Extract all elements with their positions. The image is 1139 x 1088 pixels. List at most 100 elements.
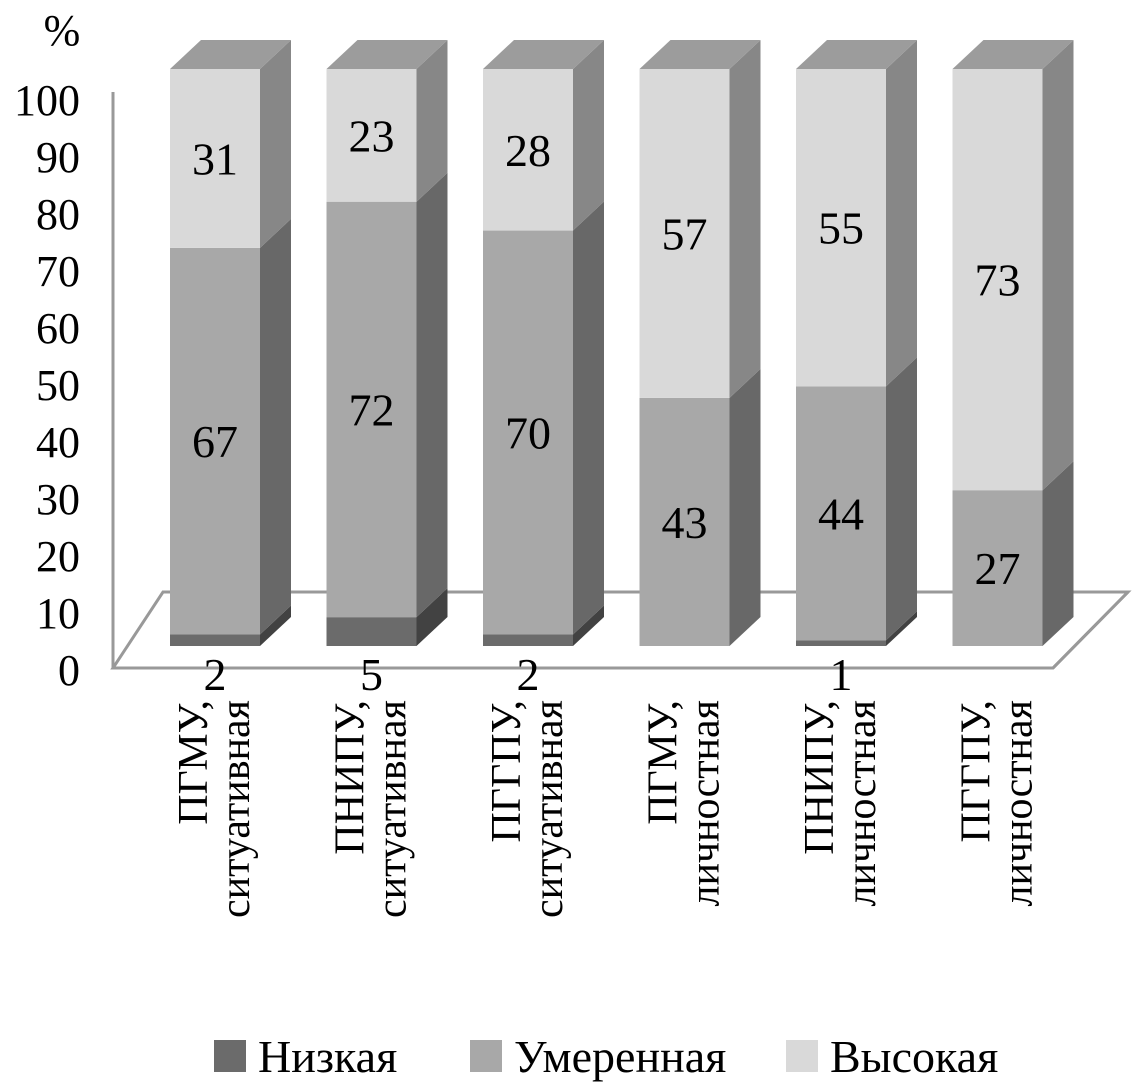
bar-segment-side [729,40,761,398]
bar-segment-side [416,172,448,618]
bar-stack [952,40,1074,646]
y-tick-label: 20 [36,532,80,581]
legend-label: Умеренная [514,1031,726,1082]
bar-segment-side [886,40,917,387]
legend-swatch [470,1040,502,1072]
x-tick-label-line1: ПГГПУ, [484,700,530,843]
data-label: 73 [975,255,1021,306]
bar-segment-side [1042,40,1074,491]
y-tick-label: 60 [36,304,80,353]
legend-item: Низкая [214,1031,397,1082]
bar-segment-top [483,40,604,69]
bar-stack [639,40,761,646]
y-tick-label: 90 [36,133,80,182]
data-label: 67 [192,416,238,467]
x-tick-label-line2: ситуативная [526,700,572,918]
data-label: 70 [505,408,551,459]
legend-item: Высокая [786,1031,998,1082]
x-tick-label: ПНИПУ,личностная [797,700,885,907]
x-tick-label: ПГГПУ,ситуативная [484,700,572,918]
data-label: 72 [349,384,395,435]
bar-segment [170,69,260,248]
x-tick-label-line2: личностная [839,700,885,907]
x-tick-label-line2: личностная [683,700,729,907]
x-tick-label-line1: ПГМУ, [641,700,687,825]
bar-stack [326,40,448,646]
x-tick-label-line2: ситуативная [213,700,259,918]
x-tick-label: ПГГПУ,личностная [954,700,1042,907]
data-label: 31 [192,133,238,184]
bar-segment-side [260,605,291,646]
data-label: 5 [360,649,383,700]
bar-segment-side [886,357,917,641]
bar-segment-top [796,40,917,69]
data-label: 27 [975,543,1021,594]
data-label: 2 [517,649,540,700]
y-axis: 0 10 20 30 40 50 60 70 80 90 100% [14,6,80,695]
y-tick-label: 0 [58,646,80,695]
bar-segment [796,640,886,646]
legend-swatch [786,1040,818,1072]
bar-segment-side [573,605,604,646]
bar-segment-side [416,588,448,646]
x-axis-labels: ПГМУ,ситуативная ПНИПУ,ситуативная ПГГПУ,с… [171,700,1042,918]
x-tick-label-line2: ситуативная [370,700,416,918]
x-tick-label-line1: ПГГПУ, [954,700,1000,843]
x-tick-label-line1: ПГМУ, [171,700,217,825]
legend: Низкая Умеренная Высокая [214,1031,998,1082]
data-label: 1 [830,649,853,700]
y-tick-label: 30 [36,475,80,524]
bar-segment [326,69,417,202]
bar-segment [639,397,730,646]
bar-segment-top [170,40,291,69]
bar-segment-top [952,40,1074,69]
bar-segment [952,69,1043,491]
x-tick-label: ПГМУ,ситуативная [171,700,259,918]
data-label: 57 [662,208,708,259]
bar-segment [483,69,573,231]
bar-segment-top [326,40,448,69]
bar-stack [170,40,291,646]
legend-swatch [214,1040,246,1072]
bar-segment-side [573,40,604,231]
y-tick-label: 40 [36,418,80,467]
legend-label: Высокая [830,1031,998,1082]
bar-segment [483,230,573,635]
bar-segment-side [260,218,291,635]
bar-segment [170,634,260,646]
bar-stack [483,40,604,646]
bar-segment [483,634,573,646]
bar-segment [326,617,417,646]
legend-label: Низкая [258,1031,397,1082]
x-tick-label-line1: ПНИПУ, [328,700,374,855]
x-tick-label: ПГМУ,личностная [641,700,729,907]
bar-segment-side [1042,461,1074,646]
floor-edge [1051,590,1130,670]
data-labels: 2 67 31 5 72 23 2 70 28 43 57 1 44 55 27 73 [192,110,1021,700]
bar-segment [796,69,886,387]
bar-segment [952,490,1043,646]
bar-segment [796,386,886,641]
bar-segment [639,69,730,398]
data-label: 28 [505,125,551,176]
bar-segment-side [886,611,917,646]
data-label: 23 [349,110,395,161]
data-label: 44 [818,488,864,539]
data-label: 55 [818,203,864,254]
data-label: 43 [662,497,708,548]
bar-stack [796,40,917,646]
bars [170,40,1074,646]
bar-segment-side [260,40,291,248]
y-tick-label: 50 [36,361,80,410]
legend-item: Умеренная [470,1031,726,1082]
y-tick-label: 10 [36,589,80,638]
bar-segment-top [639,40,761,69]
bar-segment-side [573,201,604,635]
y-tick-label: 100 [14,76,80,125]
x-tick-label: ПНИПУ,ситуативная [328,700,416,918]
x-tick-label-line1: ПНИПУ, [797,700,843,855]
bar-segment [170,247,260,635]
y-tick-label: 80 [36,190,80,239]
